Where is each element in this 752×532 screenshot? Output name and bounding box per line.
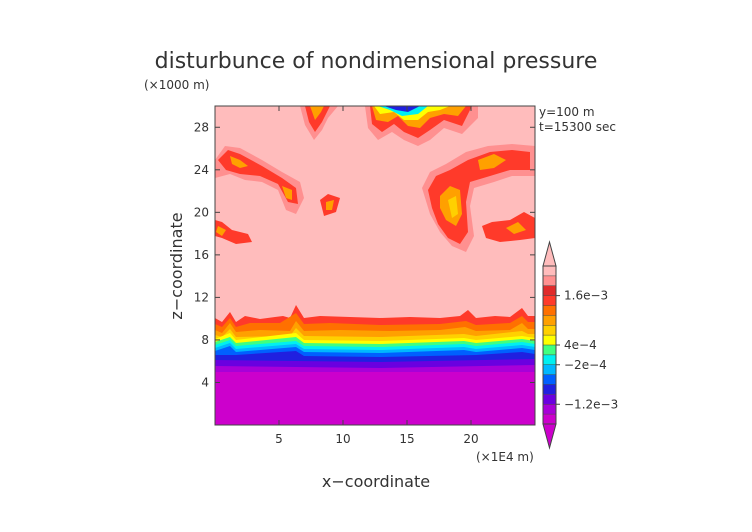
plot-frame: [214, 105, 536, 426]
colorbar-label: 1.6e−3: [564, 289, 608, 303]
x-unit-label: (×1E4 m): [476, 450, 534, 464]
contour-plot-area: [215, 106, 535, 425]
colorbar-label: −1.2e−3: [564, 397, 618, 411]
colorbar-swatch: [543, 335, 556, 345]
colorbar-swatch: [543, 364, 556, 375]
colorbar: 1.6e−3 4e−4 −2e−4 −1.2e−3: [542, 240, 618, 450]
colorbar-swatch: [543, 394, 556, 405]
contour-top-centre-blue: [384, 106, 420, 112]
x-tick-label: 15: [399, 432, 414, 446]
contour-right-low-core: [506, 222, 526, 234]
colorbar-label: 4e−4: [564, 338, 597, 352]
colorbar-swatch: [543, 266, 556, 276]
contour-right-upper-core: [478, 154, 506, 170]
colorbar-swatch: [543, 414, 556, 424]
colorbar-swatch: [543, 345, 556, 355]
colorbar-swatch: [543, 384, 556, 395]
colorbar-swatch: [543, 295, 556, 306]
x-tick-label: 20: [463, 432, 478, 446]
y-axis-title: z−coordinate: [167, 212, 186, 319]
contour-low-layer: [215, 372, 535, 425]
y-tick-label: 8: [201, 333, 209, 347]
y-tick-label: 4: [201, 375, 209, 389]
y-axis: 4 8 12 16 20 24 28: [194, 120, 535, 389]
contour-left-low-red: [215, 220, 252, 244]
colorbar-label: −2e−4: [564, 358, 607, 372]
y-tick-label: 28: [194, 120, 209, 134]
colorbar-swatch: [543, 305, 556, 316]
y-tick-label: 24: [194, 163, 209, 177]
info-y: y=100 m: [539, 105, 595, 119]
contour-left-low-core: [216, 226, 226, 236]
contour-left-blob-core2: [282, 186, 292, 200]
colorbar-swatch: [543, 315, 556, 326]
colorbar-swatch: [543, 374, 556, 385]
x-tick-label: 10: [335, 432, 350, 446]
z-unit-label: (×1000 m): [144, 78, 209, 92]
y-tick-label: 12: [194, 290, 209, 304]
info-t: t=15300 sec: [539, 120, 616, 134]
chart-title: disturbunce of nondimensional pressure: [155, 49, 598, 74]
contour-left-blob-core1: [230, 156, 248, 168]
y-tick-label: 16: [194, 248, 209, 262]
x-tick-label: 5: [275, 432, 283, 446]
contour-mid-blob-core: [326, 200, 334, 210]
colorbar-swatch: [543, 325, 556, 336]
colorbar-swatch: [543, 275, 556, 286]
contour-top-left-core: [310, 106, 324, 120]
x-axis: 5 10 15 20: [275, 106, 479, 446]
colorbar-bottom-arrow: [542, 423, 557, 450]
x-axis-title: x−coordinate: [322, 472, 430, 491]
colorbar-swatch: [543, 404, 556, 415]
contour-top-left-red: [305, 106, 330, 132]
colorbar-swatch: [543, 285, 556, 296]
colorbar-top-arrow: [542, 240, 557, 267]
y-tick-label: 20: [194, 205, 209, 219]
colorbar-swatch: [543, 354, 556, 365]
contour-right-blob-core: [448, 196, 458, 218]
